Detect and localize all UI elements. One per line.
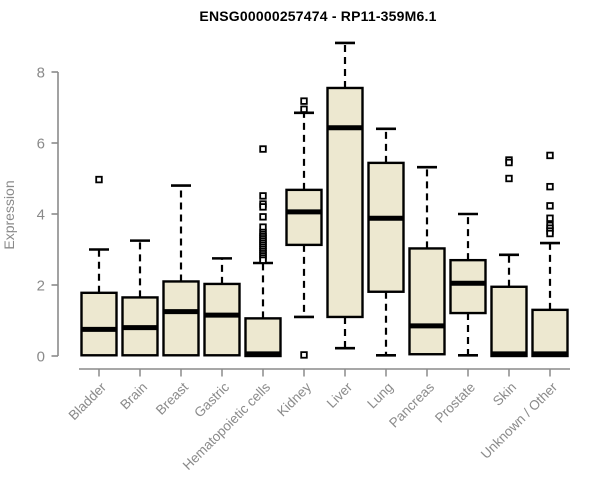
box	[244, 317, 282, 358]
box	[449, 258, 487, 315]
outlier-point	[259, 213, 267, 221]
box	[408, 247, 446, 356]
x-tick-label: Lung	[364, 380, 396, 412]
x-tick-label: Prostate	[432, 380, 478, 426]
x-tick-label: Kidney	[274, 379, 314, 419]
y-tick-label: 2	[37, 278, 45, 295]
outlier-point	[546, 202, 554, 210]
outlier-point	[259, 145, 267, 153]
x-tick-label: Liver	[324, 379, 356, 411]
outlier-point	[95, 175, 103, 184]
box	[203, 282, 241, 357]
y-axis-title: Expression	[1, 180, 17, 249]
outlier-point	[546, 182, 554, 191]
x-tick-label: Breast	[153, 379, 191, 417]
box	[531, 308, 569, 358]
box	[367, 161, 405, 293]
outlier-point	[505, 174, 513, 183]
box	[285, 188, 323, 247]
outlier-point	[505, 158, 513, 167]
y-tick-label: 6	[37, 136, 45, 153]
box	[326, 86, 364, 319]
x-tick-label: Brain	[117, 380, 150, 413]
y-tick-label: 8	[37, 65, 45, 82]
outlier-point	[300, 105, 308, 113]
x-tick-label: Skin	[490, 380, 519, 409]
box	[490, 285, 528, 358]
x-tick-label: Pancreas	[386, 379, 437, 430]
outlier-point	[259, 203, 267, 211]
outlier-point	[259, 192, 267, 200]
chart-title: ENSG00000257474 - RP11-359M6.1	[199, 8, 437, 24]
outlier-point	[546, 229, 554, 238]
outlier-point	[546, 214, 554, 222]
outlier-point	[546, 151, 554, 160]
y-tick-label: 4	[37, 207, 45, 224]
y-tick-label: 0	[37, 349, 45, 366]
box	[162, 280, 200, 357]
x-tick-label: Unknown / Other	[478, 379, 561, 462]
outlier-point	[300, 97, 308, 105]
x-tick-label: Gastric	[191, 379, 232, 420]
box	[80, 291, 118, 357]
outlier-point	[259, 256, 267, 264]
outlier-point	[300, 351, 308, 359]
x-tick-label: Bladder	[66, 379, 110, 423]
